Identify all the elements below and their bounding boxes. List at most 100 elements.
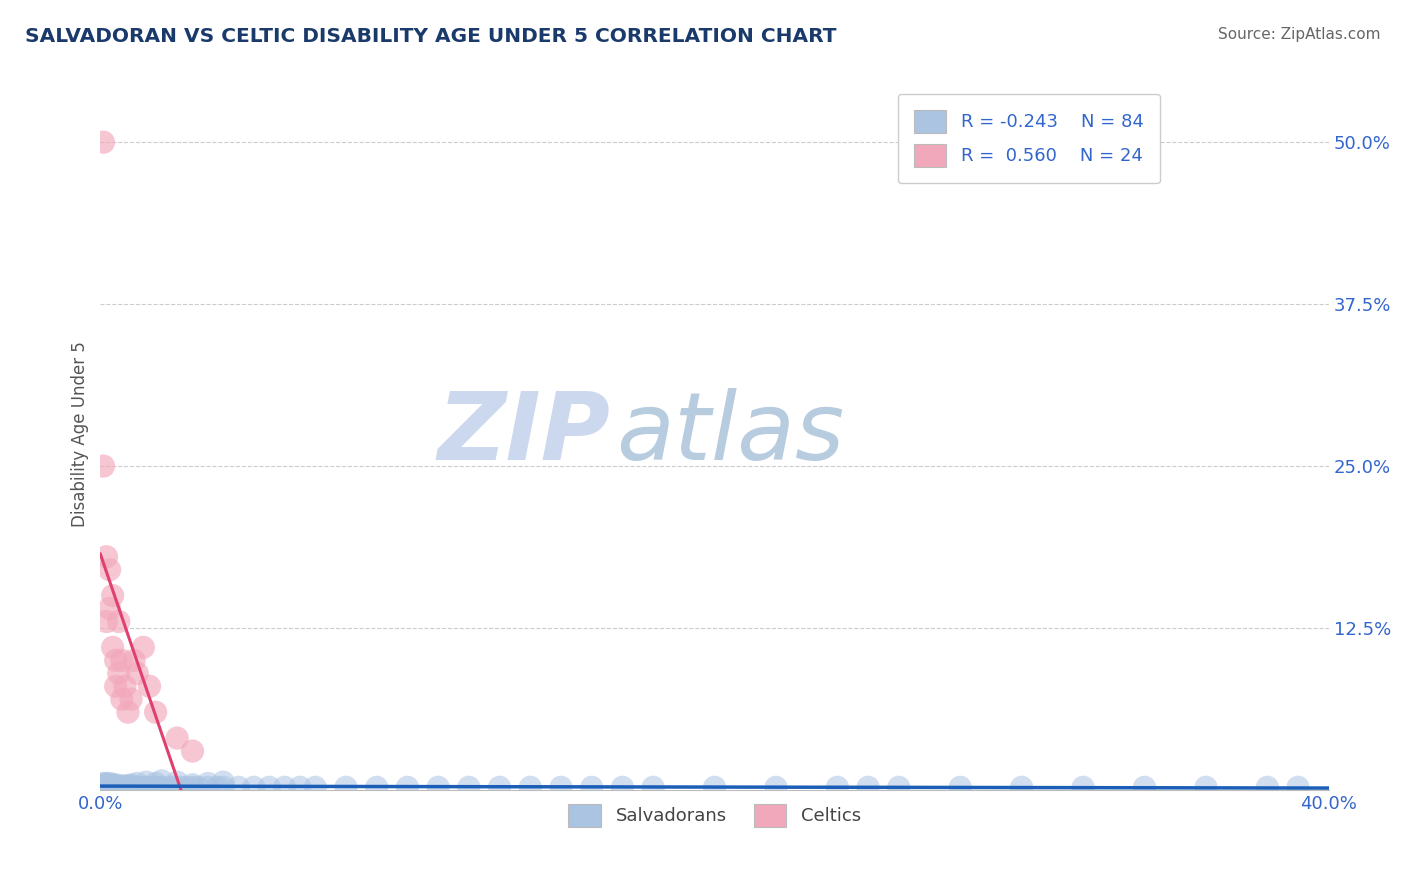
Point — [117, 779, 139, 793]
Point — [166, 775, 188, 789]
Point — [127, 780, 149, 795]
Point — [181, 780, 204, 795]
Point — [187, 780, 209, 795]
Point — [457, 780, 479, 795]
Point — [107, 779, 129, 793]
Point — [1286, 780, 1309, 795]
Point — [150, 780, 173, 795]
Point — [142, 780, 165, 795]
Point — [243, 780, 266, 795]
Point — [120, 780, 142, 795]
Legend: Salvadorans, Celtics: Salvadorans, Celtics — [561, 797, 868, 834]
Point — [427, 780, 450, 795]
Point — [117, 780, 139, 795]
Point — [827, 780, 849, 795]
Point — [114, 679, 136, 693]
Point — [304, 780, 326, 795]
Point — [197, 780, 219, 795]
Point — [138, 780, 160, 795]
Point — [96, 776, 118, 790]
Point — [111, 692, 134, 706]
Point — [98, 601, 121, 615]
Point — [488, 780, 510, 795]
Point — [205, 780, 228, 795]
Point — [1133, 780, 1156, 795]
Point — [212, 775, 235, 789]
Point — [163, 780, 186, 795]
Point — [122, 653, 145, 667]
Point — [93, 458, 115, 473]
Point — [96, 779, 118, 793]
Point — [181, 744, 204, 758]
Point — [93, 778, 115, 792]
Point — [104, 779, 127, 793]
Point — [101, 589, 124, 603]
Point — [120, 692, 142, 706]
Point — [104, 780, 127, 795]
Point — [145, 776, 167, 790]
Point — [127, 776, 149, 790]
Point — [117, 705, 139, 719]
Point — [98, 780, 121, 795]
Text: Source: ZipAtlas.com: Source: ZipAtlas.com — [1218, 27, 1381, 42]
Point — [107, 666, 129, 681]
Point — [107, 615, 129, 629]
Point — [98, 776, 121, 790]
Point — [101, 640, 124, 655]
Point — [612, 780, 634, 795]
Point — [1256, 780, 1278, 795]
Point — [519, 780, 541, 795]
Point — [101, 780, 124, 795]
Point — [1011, 780, 1033, 795]
Point — [259, 780, 281, 795]
Point — [335, 780, 357, 795]
Point — [96, 615, 118, 629]
Point — [93, 135, 115, 149]
Point — [120, 779, 142, 793]
Point — [181, 778, 204, 792]
Point — [176, 780, 198, 795]
Point — [1071, 780, 1094, 795]
Point — [111, 653, 134, 667]
Point — [887, 780, 910, 795]
Point — [96, 778, 118, 792]
Point — [138, 679, 160, 693]
Point — [96, 549, 118, 564]
Point — [366, 780, 388, 795]
Y-axis label: Disability Age Under 5: Disability Age Under 5 — [72, 341, 89, 526]
Point — [197, 776, 219, 790]
Point — [643, 780, 665, 795]
Point — [132, 640, 155, 655]
Point — [169, 780, 191, 795]
Point — [93, 780, 115, 795]
Point — [135, 775, 157, 789]
Point — [703, 780, 725, 795]
Point — [156, 780, 179, 795]
Point — [550, 780, 572, 795]
Point — [166, 731, 188, 745]
Point — [104, 778, 127, 792]
Point — [107, 780, 129, 795]
Text: ZIP: ZIP — [437, 388, 610, 480]
Point — [228, 780, 250, 795]
Point — [148, 780, 170, 795]
Point — [212, 780, 235, 795]
Point — [98, 563, 121, 577]
Point — [114, 780, 136, 795]
Point — [93, 779, 115, 793]
Point — [104, 679, 127, 693]
Point — [1195, 780, 1218, 795]
Point — [129, 780, 152, 795]
Point — [98, 779, 121, 793]
Text: SALVADORAN VS CELTIC DISABILITY AGE UNDER 5 CORRELATION CHART: SALVADORAN VS CELTIC DISABILITY AGE UNDE… — [25, 27, 837, 45]
Point — [145, 780, 167, 795]
Point — [273, 780, 295, 795]
Point — [111, 779, 134, 793]
Point — [856, 780, 879, 795]
Point — [132, 780, 155, 795]
Point — [120, 778, 142, 792]
Point — [93, 776, 115, 790]
Point — [127, 666, 149, 681]
Point — [104, 653, 127, 667]
Point — [96, 780, 118, 795]
